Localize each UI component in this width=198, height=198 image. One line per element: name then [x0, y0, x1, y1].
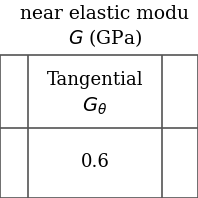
Text: $G$ (GPa): $G$ (GPa): [68, 27, 142, 49]
Text: Tangential: Tangential: [47, 71, 143, 89]
Text: 0.6: 0.6: [81, 153, 109, 171]
Text: $G_{\theta}$: $G_{\theta}$: [82, 95, 108, 117]
Text: near elastic modu: near elastic modu: [21, 5, 189, 23]
